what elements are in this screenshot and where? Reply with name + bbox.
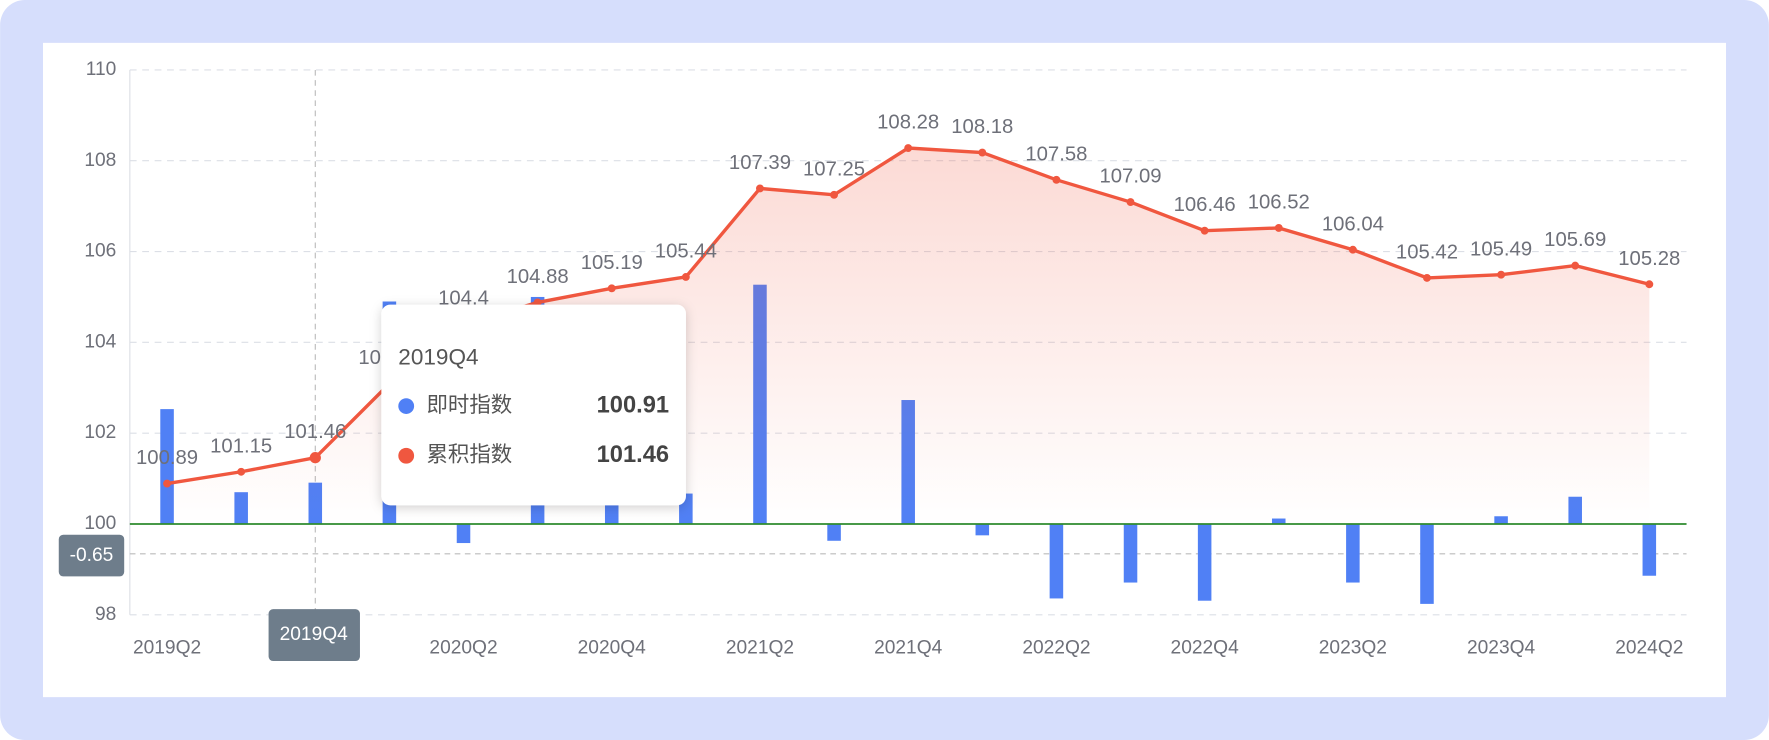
x-tick-label: 2022Q2: [1022, 638, 1090, 659]
line-point: [1497, 270, 1506, 279]
x-tick-label: 2021Q2: [726, 638, 794, 659]
x-tick-label: 2019Q2: [133, 638, 201, 659]
value-label: 107.09: [1099, 166, 1161, 188]
line-point: [1200, 226, 1209, 235]
line-point: [163, 479, 172, 488]
tooltip-value: 100.91: [597, 392, 669, 418]
pointer-badge-y: [58, 534, 125, 577]
bar: [456, 523, 471, 544]
y-tick-label: 98: [95, 604, 116, 625]
line-point: [904, 144, 913, 152]
tooltip-name: 即时指数: [427, 393, 513, 417]
line-point: [1645, 280, 1654, 289]
value-label: 100.89: [136, 447, 198, 469]
bar: [975, 523, 990, 536]
value-label: 108.28: [877, 112, 939, 134]
value-label: 101.15: [210, 435, 272, 457]
line-point: [1348, 245, 1357, 254]
line-point: [309, 452, 321, 464]
pointer-label-x: 2019Q4: [280, 624, 349, 645]
value-label: 101.46: [284, 421, 346, 443]
line-point: [1052, 175, 1061, 184]
value-label: 104.4: [438, 288, 489, 310]
y-tick-label: 110: [86, 59, 117, 80]
value-label: 106.46: [1174, 194, 1236, 216]
line-point: [533, 298, 542, 307]
value-label: 107.25: [803, 158, 865, 180]
value-label: 105.19: [581, 252, 643, 274]
x-tick-label: 2023Q4: [1467, 638, 1536, 659]
value-label: 107.58: [1025, 143, 1087, 165]
value-label: 107.39: [729, 152, 791, 174]
y-tick-label: 100: [84, 513, 116, 534]
bar: [1049, 523, 1064, 599]
y-tick-label: 102: [84, 422, 116, 443]
line-point: [1274, 223, 1283, 232]
x-tick-label: 2020Q4: [578, 638, 647, 659]
line-point: [607, 284, 616, 293]
x-tick-label: 2021Q4: [874, 638, 943, 659]
line-point: [1126, 198, 1135, 207]
value-label: 106.04: [1322, 213, 1384, 235]
pointer-badge-x: [268, 609, 360, 662]
value-label: 106.52: [1248, 191, 1310, 213]
line-point: [756, 184, 764, 193]
x-tick-label: 2020Q2: [429, 638, 497, 659]
line-point: [830, 190, 839, 199]
tooltip-marker: [398, 398, 415, 414]
tooltip: 2019Q4 即时指数 100.91 累积指数 101.46: [381, 304, 686, 506]
x-tick-label: 2023Q2: [1319, 638, 1387, 659]
tooltip-box: [381, 304, 686, 506]
y-tick-label: 108: [84, 150, 116, 171]
tooltip-marker: [398, 447, 415, 464]
tooltip-value: 101.46: [597, 442, 669, 468]
value-label: 104.88: [507, 266, 569, 288]
value-label: 108.18: [951, 116, 1013, 138]
x-tick-label: 2024Q2: [1615, 638, 1683, 659]
y-tick-label: 104: [84, 331, 116, 352]
x-tick-label: 2022Q4: [1171, 638, 1240, 659]
bar: [827, 523, 841, 541]
line-point: [1423, 273, 1431, 282]
bar: [1197, 523, 1212, 601]
pointer-label-y: -0.65: [70, 545, 114, 566]
bar: [1420, 523, 1434, 604]
value-label: 105.49: [1470, 238, 1532, 260]
bar: [1123, 523, 1138, 583]
tooltip-name: 累积指数: [427, 442, 513, 466]
value-label: 105.28: [1618, 248, 1680, 270]
tooltip-title: 2019Q4: [398, 345, 478, 370]
value-label: 105.69: [1544, 229, 1606, 251]
bar: [1642, 523, 1657, 576]
line-point: [1571, 261, 1580, 270]
value-label: 105.44: [655, 241, 717, 263]
line-point: [237, 467, 246, 476]
bar: [1346, 523, 1360, 583]
line-point: [681, 273, 690, 281]
line-point: [978, 148, 987, 157]
value-label: 105.42: [1396, 241, 1458, 263]
y-tick-label: 106: [84, 241, 116, 262]
